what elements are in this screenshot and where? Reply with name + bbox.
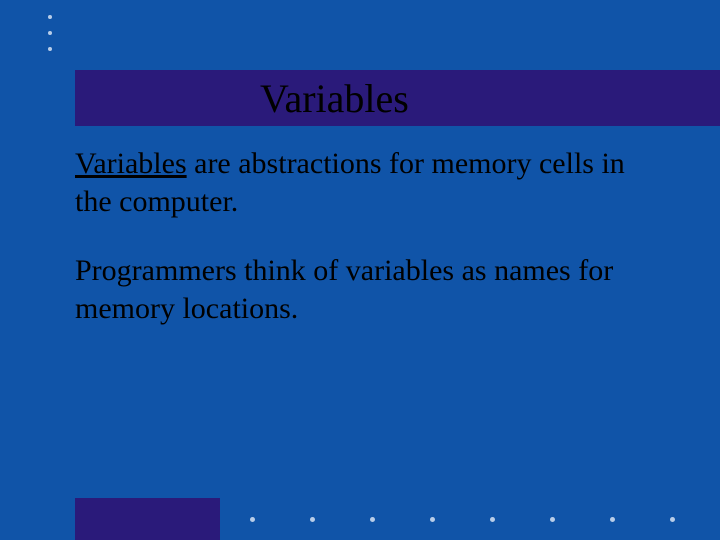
paragraph-2: Programmers think of variables as names …	[75, 252, 660, 327]
paragraph-1: Variables are abstractions for memory ce…	[75, 145, 660, 220]
dot-icon	[48, 15, 52, 19]
decoration-dots-bottom	[250, 517, 675, 522]
dot-icon	[48, 47, 52, 51]
slide-body: Variables are abstractions for memory ce…	[75, 145, 660, 359]
dot-icon	[370, 517, 375, 522]
bottom-accent-bar	[75, 498, 220, 540]
dot-icon	[430, 517, 435, 522]
decoration-dots-top	[48, 15, 52, 63]
dot-icon	[48, 31, 52, 35]
dot-icon	[310, 517, 315, 522]
dot-icon	[250, 517, 255, 522]
slide-title: Variables	[260, 75, 409, 122]
dot-icon	[490, 517, 495, 522]
dot-icon	[550, 517, 555, 522]
dot-icon	[670, 517, 675, 522]
title-bar: Variables	[75, 70, 720, 126]
dot-icon	[610, 517, 615, 522]
underlined-term: Variables	[75, 147, 187, 180]
